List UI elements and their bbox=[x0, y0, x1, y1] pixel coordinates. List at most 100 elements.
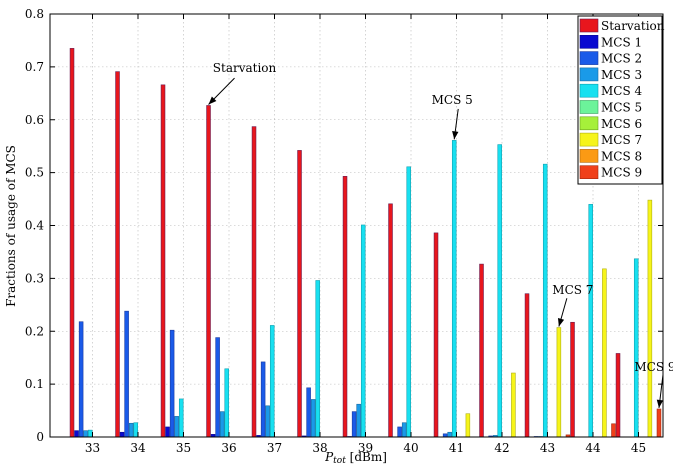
x-tick-label: 39 bbox=[358, 441, 373, 455]
bar-mcs-2 bbox=[306, 387, 311, 438]
x-tick-label: 43 bbox=[540, 441, 555, 455]
legend-swatch bbox=[579, 67, 599, 82]
y-tick-label: 0.7 bbox=[25, 60, 44, 74]
bar-mcs-3 bbox=[219, 411, 225, 438]
bar-mcs-7 bbox=[465, 413, 471, 438]
bar-mcs-3 bbox=[265, 405, 270, 438]
bar-mcs-4 bbox=[269, 325, 275, 438]
legend-label: MCS 2 bbox=[601, 52, 642, 66]
bar-starvation bbox=[615, 353, 621, 438]
bar-mcs-2 bbox=[351, 411, 357, 438]
bar-mcs-3 bbox=[83, 430, 88, 438]
y-tick-label: 0 bbox=[36, 430, 44, 444]
annotation-label: MCS 7 bbox=[552, 283, 593, 297]
bar-mcs-7 bbox=[511, 372, 516, 438]
legend-label: MCS 6 bbox=[601, 117, 642, 131]
legend-label: MCS 4 bbox=[601, 84, 643, 98]
bar-mcs-1 bbox=[119, 431, 125, 438]
bar-starvation bbox=[115, 71, 120, 438]
y-tick-label: 0.5 bbox=[25, 166, 44, 180]
bar-mcs-1 bbox=[165, 426, 170, 438]
x-tick-label: 44 bbox=[585, 441, 601, 455]
annotation-label: Starvation bbox=[213, 61, 277, 75]
x-axis-label-main: P bbox=[324, 450, 334, 464]
bar-mcs-9 bbox=[611, 423, 616, 438]
bar-mcs-4 bbox=[315, 280, 320, 438]
legend: Starvation MCS 1 MCS 2 MCS 3 MCS 4 MCS 5 MCS 6… bbox=[577, 15, 665, 185]
y-tick-label: 0.3 bbox=[25, 271, 44, 285]
bar-mcs-2 bbox=[124, 310, 129, 438]
y-tick-label: 0.4 bbox=[25, 219, 44, 233]
bar-mcs-7 bbox=[602, 268, 607, 438]
bars bbox=[69, 48, 662, 438]
bar-mcs-3 bbox=[401, 422, 407, 438]
legend-swatch bbox=[579, 116, 599, 131]
legend-label: MCS 7 bbox=[601, 133, 642, 147]
bar-mcs-4 bbox=[178, 398, 184, 438]
y-axis-label: Fractions of usage of MCS bbox=[4, 145, 18, 307]
bar-mcs-4 bbox=[451, 140, 457, 438]
y-tick-label: 0.8 bbox=[25, 7, 44, 21]
bar-mcs-3 bbox=[310, 399, 316, 438]
legend-label: Starvation bbox=[601, 19, 665, 33]
legend-swatch bbox=[579, 132, 599, 147]
y-tick-label: 0.2 bbox=[25, 324, 44, 338]
legend-swatch bbox=[579, 165, 599, 179]
annotation-arrowhead bbox=[656, 399, 664, 408]
bar-mcs-2 bbox=[397, 426, 402, 438]
legend-label: MCS 3 bbox=[601, 68, 642, 82]
bar-mcs-3 bbox=[356, 403, 361, 438]
legend-label: MCS 1 bbox=[601, 35, 642, 49]
bar-mcs-1 bbox=[74, 430, 79, 438]
legend-swatch bbox=[579, 34, 599, 49]
x-tick-label: 45 bbox=[631, 441, 646, 455]
x-axis-label-unit: [dBm] bbox=[346, 450, 387, 464]
ticks: 0 0.1 0.2 0.3 0.4 0.5 0.6 0.7 0.8 33 34 35 36 37 38 39 4… bbox=[25, 7, 663, 455]
bar-mcs-4 bbox=[133, 422, 138, 438]
bar-mcs-4 bbox=[406, 166, 411, 438]
bar-mcs-4 bbox=[542, 163, 548, 438]
annotations: Starvation MCS 5 MCS 7 MCS 9 bbox=[208, 61, 673, 409]
x-tick-label: 37 bbox=[267, 441, 282, 455]
bar-mcs-4 bbox=[87, 429, 93, 438]
bar-mcs-7 bbox=[556, 327, 562, 438]
bar-mcs-4 bbox=[588, 204, 593, 438]
bar-mcs-3 bbox=[174, 416, 179, 438]
x-tick-label: 42 bbox=[494, 441, 509, 455]
bar-starvation bbox=[342, 176, 348, 438]
bar-mcs-2 bbox=[169, 329, 175, 438]
annotation-arrowhead bbox=[208, 96, 217, 105]
x-tick-label: 35 bbox=[176, 441, 191, 455]
legend-swatch bbox=[579, 18, 599, 33]
x-tick-label: 36 bbox=[221, 441, 236, 455]
bar-mcs-9 bbox=[656, 408, 662, 438]
x-axis-label-sub: tot bbox=[333, 456, 346, 466]
legend-swatch bbox=[579, 51, 599, 65]
bar-mcs-2 bbox=[260, 361, 266, 438]
y-tick-label: 0.1 bbox=[25, 377, 44, 391]
legend-label: MCS 8 bbox=[601, 149, 642, 163]
legend-label: MCS 9 bbox=[601, 166, 642, 180]
legend-swatch bbox=[579, 100, 599, 114]
annotation-arrowhead bbox=[452, 131, 459, 140]
x-tick-label: 40 bbox=[403, 441, 418, 455]
bar-starvation bbox=[251, 126, 257, 438]
bar-starvation bbox=[297, 150, 302, 438]
x-tick-label: 34 bbox=[130, 441, 146, 455]
legend-label: MCS 5 bbox=[601, 101, 642, 115]
x-tick-label: 33 bbox=[85, 441, 100, 455]
bar-starvation bbox=[524, 293, 530, 438]
bar-mcs-2 bbox=[215, 337, 220, 438]
bar-mcs-4 bbox=[224, 368, 229, 438]
annotation-label: MCS 9 bbox=[634, 360, 673, 374]
bar-mcs-3 bbox=[128, 422, 134, 438]
bar-starvation bbox=[69, 48, 75, 438]
bar-starvation bbox=[388, 203, 393, 438]
bar-starvation bbox=[479, 263, 484, 438]
bar-mcs-3 bbox=[447, 431, 452, 438]
bar-mcs-4 bbox=[497, 144, 502, 438]
annotation-label: MCS 5 bbox=[432, 93, 473, 107]
bar-starvation bbox=[433, 232, 439, 438]
bar-mcs-4 bbox=[360, 224, 366, 438]
